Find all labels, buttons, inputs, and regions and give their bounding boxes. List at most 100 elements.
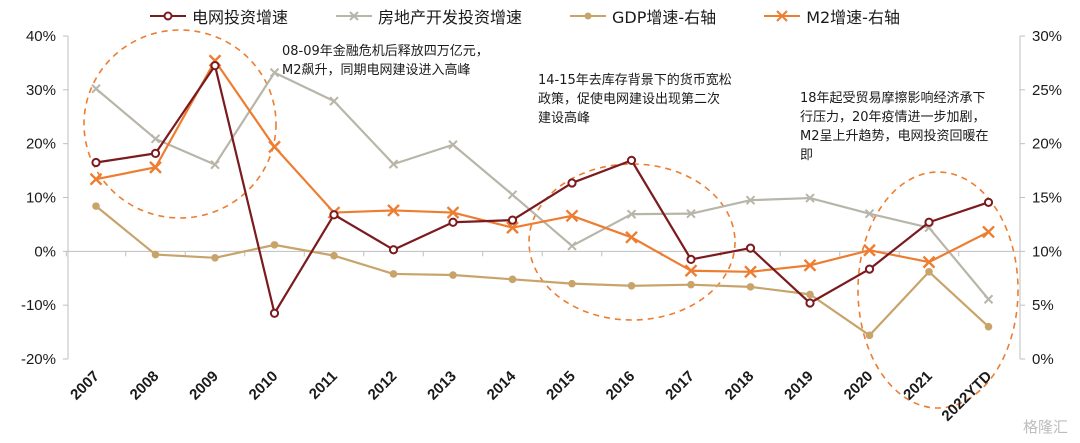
data-point-3 xyxy=(684,264,698,278)
data-point-2 xyxy=(270,241,279,249)
y-tick-label-left: -10% xyxy=(21,297,56,314)
data-point-2 xyxy=(568,279,576,288)
data-point-3 xyxy=(803,258,817,272)
data-point-0 xyxy=(626,155,637,165)
data-point-2 xyxy=(984,322,993,331)
y-tick-label-right: 30% xyxy=(1032,28,1062,45)
legend-item-realestate: 房地产开发投资增速 xyxy=(336,4,522,28)
legend-marker-circle-icon xyxy=(570,12,607,20)
legend-label: 房地产开发投资增速 xyxy=(378,8,523,27)
data-point-2 xyxy=(92,202,100,210)
data-point-2 xyxy=(211,253,219,262)
y-tick-label-left: 40% xyxy=(26,28,56,45)
data-point-0 xyxy=(150,148,161,158)
legend-marker-x-icon xyxy=(764,10,801,22)
x-tick-label: 2018 xyxy=(722,368,758,404)
data-point-3 xyxy=(446,206,460,219)
data-point-3 xyxy=(149,161,162,174)
highlight-ellipse xyxy=(857,171,1019,409)
data-point-0 xyxy=(686,254,696,265)
data-point-1 xyxy=(745,195,756,205)
data-point-0 xyxy=(567,178,577,188)
data-point-0 xyxy=(924,217,934,227)
data-point-0 xyxy=(745,243,756,253)
data-point-0 xyxy=(91,157,101,168)
watermark: 格隆汇 xyxy=(1022,418,1068,436)
highlight-ellipse xyxy=(528,163,736,321)
data-point-1 xyxy=(626,209,637,219)
x-tick-label: 2022YTD xyxy=(938,368,995,425)
y-tick-label-left: 30% xyxy=(26,82,56,99)
x-tick-label: 2012 xyxy=(365,368,401,404)
data-point-0 xyxy=(983,197,994,207)
x-tick-label: 2010 xyxy=(246,368,282,404)
x-tick-label: 2014 xyxy=(484,367,520,403)
x-tick-label: 2015 xyxy=(543,368,579,404)
data-point-3 xyxy=(744,265,757,279)
data-point-3 xyxy=(387,204,400,217)
data-point-1 xyxy=(864,208,875,219)
data-point-0 xyxy=(507,215,518,225)
series-line-2 xyxy=(95,205,990,337)
data-point-3 xyxy=(982,225,995,239)
data-point-2 xyxy=(687,280,695,289)
data-point-2 xyxy=(806,290,814,299)
x-tick-label: 2011 xyxy=(306,368,341,403)
legend-label: M2增速-右轴 xyxy=(806,8,900,27)
data-point-1 xyxy=(269,67,280,78)
x-tick-label: 2007 xyxy=(67,368,103,404)
data-point-3 xyxy=(506,221,519,234)
data-point-1 xyxy=(507,190,518,200)
data-point-3 xyxy=(565,209,579,223)
data-point-2 xyxy=(627,281,636,290)
data-point-2 xyxy=(449,271,457,279)
y-tick-label-left: 0% xyxy=(34,243,56,260)
data-point-3 xyxy=(89,172,103,186)
x-tick-label: 2021 xyxy=(900,368,936,404)
data-point-1 xyxy=(210,159,220,170)
data-point-2 xyxy=(389,270,398,278)
data-point-0 xyxy=(805,298,815,308)
series-line-0 xyxy=(95,64,989,315)
legend-marker-circle-icon xyxy=(150,11,186,21)
x-tick-label: 2019 xyxy=(781,368,817,404)
x-tick-label: 2009 xyxy=(186,368,222,404)
series-line-3 xyxy=(95,59,989,273)
legend: 电网投资增速 房地产开发投资增速 GDP增速-右轴 M2增速-右轴 xyxy=(150,4,900,28)
legend-label: 电网投资增速 xyxy=(192,8,289,27)
y-tick-label-left: -20% xyxy=(21,351,56,368)
data-point-3 xyxy=(863,243,876,257)
y-tick-label-right: 10% xyxy=(1032,243,1062,260)
data-point-2 xyxy=(508,275,517,284)
data-point-1 xyxy=(567,241,577,251)
data-point-0 xyxy=(388,245,399,255)
data-point-1 xyxy=(91,84,101,94)
data-point-0 xyxy=(269,308,280,318)
annotation-destock: 14-15年去库存背景下的货币宽松 政策，促使电网建设出现第二次 建设高峰 xyxy=(538,73,732,126)
x-tick-label: 2016 xyxy=(603,368,639,404)
data-point-1 xyxy=(448,140,458,150)
data-point-1 xyxy=(329,96,339,106)
x-tick-label: 2008 xyxy=(127,368,163,404)
data-point-2 xyxy=(330,251,338,260)
data-point-0 xyxy=(210,61,220,71)
y-tick-label-left: 20% xyxy=(26,136,56,153)
data-point-1 xyxy=(983,294,994,304)
legend-item-gdp: GDP增速-右轴 xyxy=(570,4,716,28)
y-tick-label-right: 5% xyxy=(1032,297,1054,314)
highlight-ellipse xyxy=(83,29,277,219)
data-point-1 xyxy=(150,134,161,144)
data-point-0 xyxy=(864,264,875,274)
data-point-0 xyxy=(329,210,339,220)
y-tick-label-right: 20% xyxy=(1032,136,1062,153)
y-tick-label-right: 15% xyxy=(1032,190,1062,207)
y-tick-label-left: 10% xyxy=(26,190,56,207)
x-tick-label: 2020 xyxy=(841,368,877,404)
data-point-2 xyxy=(925,267,933,276)
data-point-1 xyxy=(388,159,399,169)
legend-item-grid-invest: 电网投资增速 xyxy=(150,4,288,28)
data-point-0 xyxy=(448,217,458,227)
data-point-2 xyxy=(746,283,755,291)
series-line-1 xyxy=(95,71,990,300)
